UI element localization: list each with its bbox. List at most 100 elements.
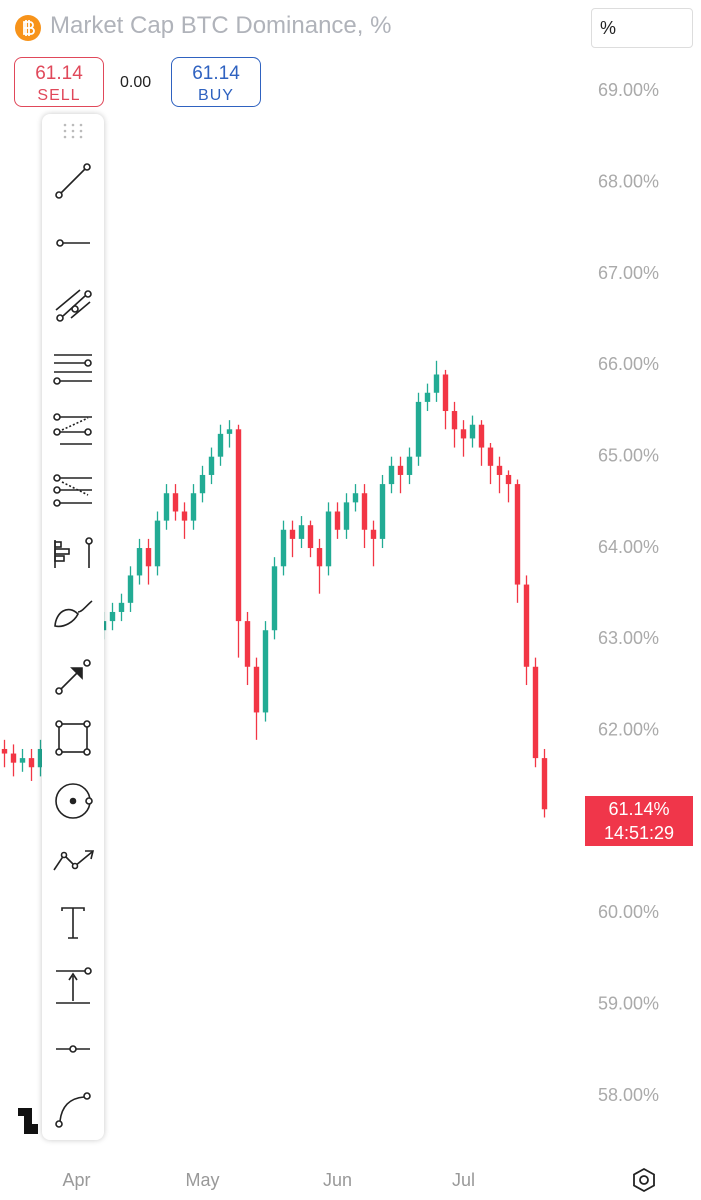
y-tick-label: 58.00% [598, 1085, 659, 1105]
buy-price: 61.14 [192, 63, 240, 84]
toolbar-icons [53, 123, 95, 1128]
drawing-toolbar [42, 114, 104, 1140]
rectangle-tool[interactable] [55, 720, 91, 756]
candle-body [235, 429, 242, 622]
candle-body [109, 611, 116, 622]
candle-body [307, 525, 314, 549]
trend-line-tool[interactable] [55, 163, 91, 199]
last-price-tag: 61.14% 14:51:29 [585, 796, 693, 846]
candle-body [145, 548, 152, 567]
chart-title: Market Cap BTC Dominance, % [50, 12, 392, 39]
candle-body [289, 529, 296, 539]
candle-body [118, 602, 125, 612]
circle-tool[interactable] [55, 783, 93, 819]
candle-body [136, 548, 143, 576]
candle-body [181, 511, 188, 521]
candle-body [451, 411, 458, 430]
candle-body [154, 520, 161, 567]
candle-body [505, 474, 512, 485]
y-tick-label: 65.00% [598, 445, 659, 465]
candle-body [487, 447, 494, 466]
buy-button[interactable]: 61.14 BUY [171, 57, 261, 107]
last-price: 61.14% [608, 799, 670, 819]
candle-body [496, 465, 503, 475]
candle-body [523, 584, 530, 667]
candle-body [19, 758, 26, 763]
pattern-tool[interactable] [54, 537, 93, 568]
bar-countdown: 14:51:29 [603, 823, 675, 843]
candle-body [208, 456, 215, 475]
candle-body [541, 758, 548, 810]
parallel-channel-tool[interactable] [55, 289, 92, 322]
sell-label: SELL [37, 87, 81, 104]
path-tool[interactable] [53, 850, 95, 871]
candle-body [262, 630, 269, 713]
candle-body [361, 493, 368, 530]
candle-body [334, 511, 341, 530]
horizontal-line-tool[interactable] [56, 1045, 90, 1053]
candle-body [244, 621, 251, 667]
candle-body [253, 666, 260, 713]
candle-body [415, 401, 422, 457]
sell-button[interactable]: 61.14 SELL [14, 57, 104, 107]
candle-body [217, 433, 224, 457]
bitcoin-icon [15, 15, 41, 41]
x-tick-label: Jul [452, 1170, 475, 1190]
x-tick-label: May [185, 1170, 219, 1190]
y-tick-label: 60.00% [598, 902, 659, 922]
curve-tool[interactable] [55, 1092, 91, 1128]
text-tool[interactable] [61, 907, 85, 939]
settings-button[interactable] [630, 1166, 658, 1194]
candle-body [226, 429, 233, 434]
arrow-tool[interactable] [55, 659, 91, 695]
candle-body [280, 529, 287, 567]
fib-channel-tool[interactable] [53, 474, 92, 507]
candle-body [433, 374, 440, 393]
candle-body [28, 758, 35, 768]
candle-body [172, 493, 179, 512]
candle-body [199, 474, 206, 494]
candle-body [298, 525, 305, 539]
candle-body [163, 493, 170, 521]
drag-handle[interactable] [63, 123, 83, 139]
y-tick-label: 62.00% [598, 719, 659, 739]
candle-body [127, 575, 134, 603]
candle-body [406, 456, 413, 475]
y-tick-label: 63.00% [598, 628, 659, 648]
measure-tool[interactable] [56, 967, 92, 1004]
candle-body [514, 484, 521, 585]
candle-body [424, 392, 431, 402]
y-tick-label: 59.00% [598, 993, 659, 1013]
y-tick-label: 66.00% [598, 354, 659, 374]
candle-body [325, 511, 332, 567]
candle-body [469, 424, 476, 439]
candle-body [388, 465, 395, 485]
candle-body [190, 493, 197, 521]
buy-label: BUY [198, 87, 234, 104]
y-tick-label: 67.00% [598, 263, 659, 283]
sell-price: 61.14 [35, 63, 83, 84]
candle-body [37, 748, 44, 768]
candle-body [397, 465, 404, 475]
fib-retracement-tool[interactable] [53, 354, 92, 385]
candle-body [352, 493, 359, 503]
candle-body [442, 374, 449, 412]
scale-button[interactable]: % [591, 8, 693, 48]
candle-body [10, 753, 17, 763]
x-tick-label: Jun [323, 1170, 352, 1190]
spread: 0.00 [120, 74, 152, 91]
brush-tool[interactable] [54, 600, 93, 628]
candle-body [1, 748, 8, 754]
candle-body [460, 429, 467, 439]
candle-body [271, 566, 278, 631]
y-tick-label: 64.00% [598, 537, 659, 557]
candle-body [343, 502, 350, 530]
candle-body [316, 548, 323, 567]
candle-body [370, 529, 377, 539]
y-tick-label: 68.00% [598, 171, 659, 191]
horizontal-ray-tool[interactable] [56, 239, 90, 247]
fib-extension-tool[interactable] [53, 413, 92, 445]
candle-body [532, 666, 539, 759]
y-tick-label: 69.00% [598, 80, 659, 100]
